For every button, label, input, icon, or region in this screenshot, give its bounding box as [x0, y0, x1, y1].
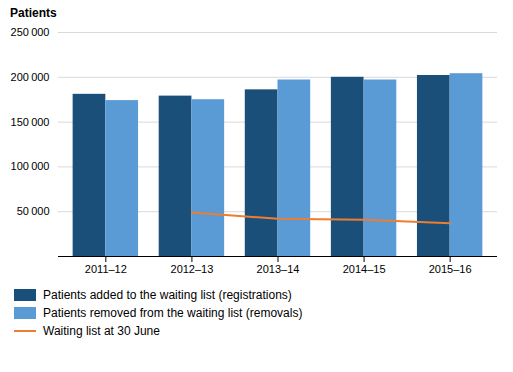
html-text:Patients removed from the wait: Patients removed from the waiting list (…	[43, 306, 303, 320]
svg-text:50 000: 50 000	[17, 205, 50, 217]
svg-text:100 000: 100 000	[11, 160, 50, 172]
html-text:Waiting list at 30 June: Waiting list at 30 June	[43, 324, 160, 338]
svg-text:2014–15: 2014–15	[343, 263, 386, 275]
svg-text:2012–13: 2012–13	[171, 263, 214, 275]
svg-text:2015–16: 2015–16	[429, 263, 472, 275]
svg-text:2013–14: 2013–14	[257, 263, 300, 275]
html-text:Patients added to the waiting: Patients added to the waiting list (regi…	[43, 288, 292, 302]
svg-text:2011–12: 2011–12	[85, 263, 127, 275]
svg-text:250 000: 250 000	[11, 26, 50, 38]
html-text:Patients: Patients	[10, 6, 57, 20]
svg-text:200 000: 200 000	[11, 71, 50, 83]
svg-text:150 000: 150 000	[11, 116, 50, 128]
